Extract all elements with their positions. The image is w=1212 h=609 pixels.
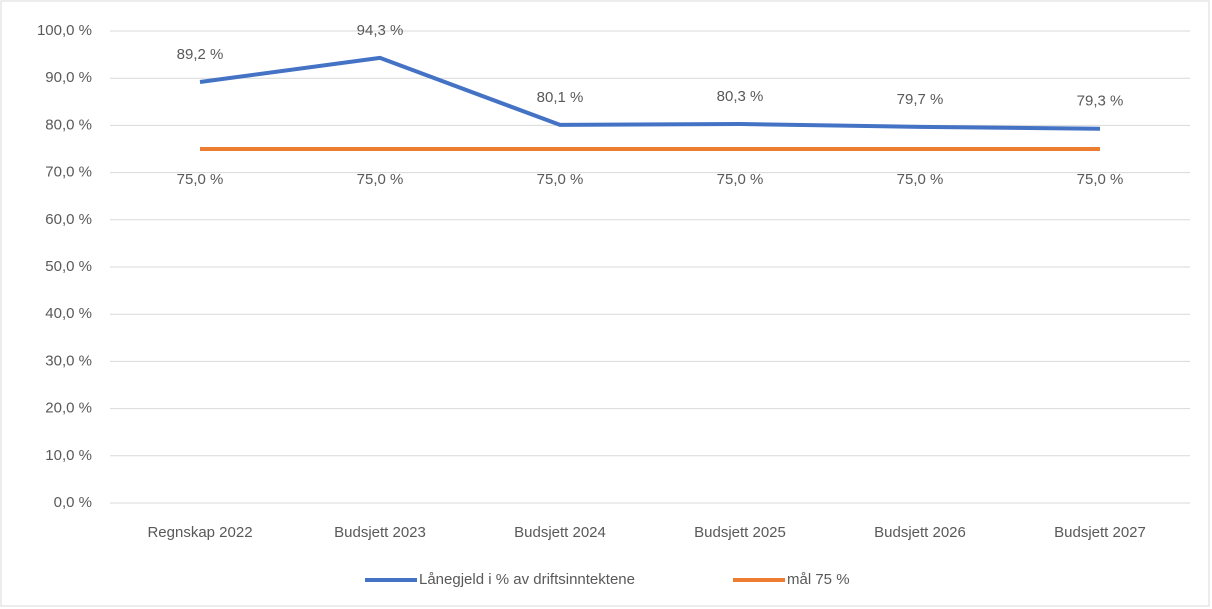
data-label: 89,2 % — [177, 46, 224, 63]
legend-label: mål 75 % — [787, 571, 850, 588]
data-label: 79,3 % — [1077, 93, 1124, 110]
x-tick-label: Budsjett 2023 — [334, 524, 426, 541]
data-label: 75,0 % — [897, 171, 944, 188]
legend-label: Lånegjeld i % av driftsinntektene — [419, 571, 635, 588]
data-label: 75,0 % — [717, 171, 764, 188]
y-tick-label: 80,0 % — [45, 116, 92, 133]
x-tick-label: Budsjett 2025 — [694, 524, 786, 541]
data-label: 75,0 % — [177, 171, 224, 188]
y-tick-label: 20,0 % — [45, 400, 92, 417]
x-tick-label: Budsjett 2027 — [1054, 524, 1146, 541]
series-line — [199, 55, 1101, 131]
data-label: 75,0 % — [357, 171, 404, 188]
data-label: 94,3 % — [357, 22, 404, 39]
x-tick-label: Budsjett 2026 — [874, 524, 966, 541]
y-tick-label: 60,0 % — [45, 211, 92, 228]
data-label: 80,1 % — [537, 89, 584, 106]
data-label: 75,0 % — [537, 171, 584, 188]
x-tick-label: Budsjett 2024 — [514, 524, 606, 541]
y-tick-label: 70,0 % — [45, 164, 92, 181]
x-tick-label: Regnskap 2022 — [147, 524, 252, 541]
y-tick-label: 50,0 % — [45, 258, 92, 275]
y-tick-label: 100,0 % — [37, 22, 92, 39]
y-tick-label: 10,0 % — [45, 447, 92, 464]
y-tick-label: 30,0 % — [45, 352, 92, 369]
data-label: 75,0 % — [1077, 171, 1124, 188]
y-tick-label: 40,0 % — [45, 305, 92, 322]
data-label: 80,3 % — [717, 88, 764, 105]
y-tick-label: 0,0 % — [54, 494, 92, 511]
y-tick-label: 90,0 % — [45, 69, 92, 86]
data-label: 79,7 % — [897, 91, 944, 108]
